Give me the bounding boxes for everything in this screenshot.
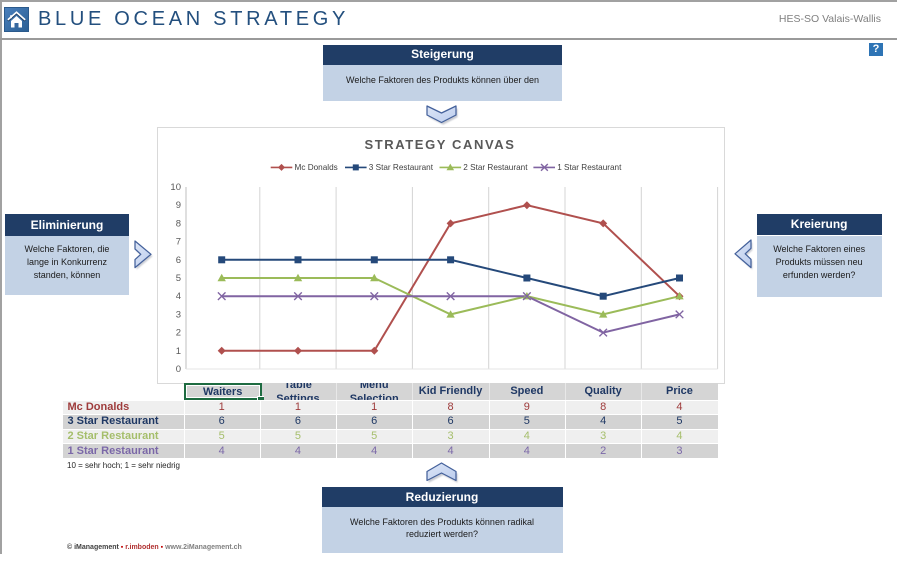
svg-text:8: 8 [176,218,181,229]
svg-text:9: 9 [176,200,181,211]
svg-text:1: 1 [176,346,181,357]
svg-text:2 Star Restaurant: 2 Star Restaurant [463,163,528,172]
svg-text:6: 6 [176,255,181,266]
svg-text:1 Star Restaurant: 1 Star Restaurant [557,163,622,172]
svg-text:Mc Donalds: Mc Donalds [295,163,338,172]
svg-text:5: 5 [176,273,181,284]
svg-text:0: 0 [176,364,181,375]
svg-text:3: 3 [176,309,181,320]
svg-text:2: 2 [176,328,181,339]
svg-text:STRATEGY CANVAS: STRATEGY CANVAS [364,137,515,152]
svg-text:10: 10 [170,182,181,193]
svg-text:7: 7 [176,237,181,248]
svg-text:3 Star Restaurant: 3 Star Restaurant [369,163,434,172]
svg-text:4: 4 [176,291,181,302]
